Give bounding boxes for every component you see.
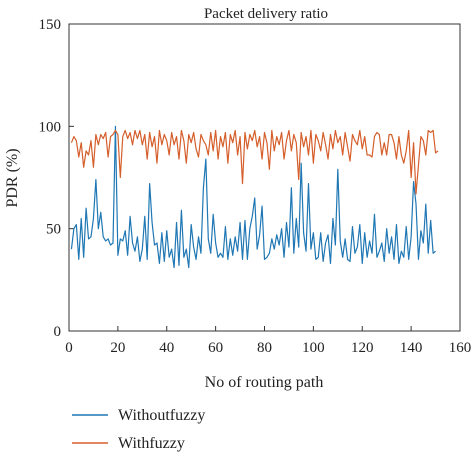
- y-axis-label: PDR (%): [4, 148, 21, 207]
- x-tick-label: 160: [449, 340, 472, 356]
- x-axis-ticks: 0 20 40 60 80 100 120 140 160: [65, 326, 471, 356]
- chart-title: Packet delivery ratio: [204, 6, 328, 22]
- series-line-withoutfuzzy: [70, 125, 436, 269]
- x-tick-label: 140: [400, 340, 423, 356]
- legend: Withoutfuzzy Withfuzzy: [72, 407, 205, 452]
- x-tick-label: 100: [302, 340, 325, 356]
- legend-label-withfuzzy: Withfuzzy: [118, 435, 185, 452]
- y-tick-label: 150: [39, 17, 62, 33]
- y-tick-label: 50: [46, 222, 61, 238]
- y-tick-label: 0: [54, 324, 62, 340]
- y-axis-ticks: 0 50 100 150: [39, 17, 74, 340]
- x-tick-label: 80: [257, 340, 272, 356]
- x-tick-label: 0: [65, 340, 73, 356]
- series-layer: [70, 125, 439, 269]
- series-line-withfuzzy: [70, 129, 439, 195]
- legend-label-withoutfuzzy: Withoutfuzzy: [118, 407, 205, 424]
- x-tick-label: 120: [351, 340, 374, 356]
- x-tick-label: 40: [159, 340, 174, 356]
- x-tick-label: 60: [208, 340, 223, 356]
- x-axis-label: No of routing path: [205, 374, 324, 391]
- x-tick-label: 20: [110, 340, 125, 356]
- plot-area-frame: [68, 23, 461, 332]
- y-tick-label: 100: [39, 119, 62, 135]
